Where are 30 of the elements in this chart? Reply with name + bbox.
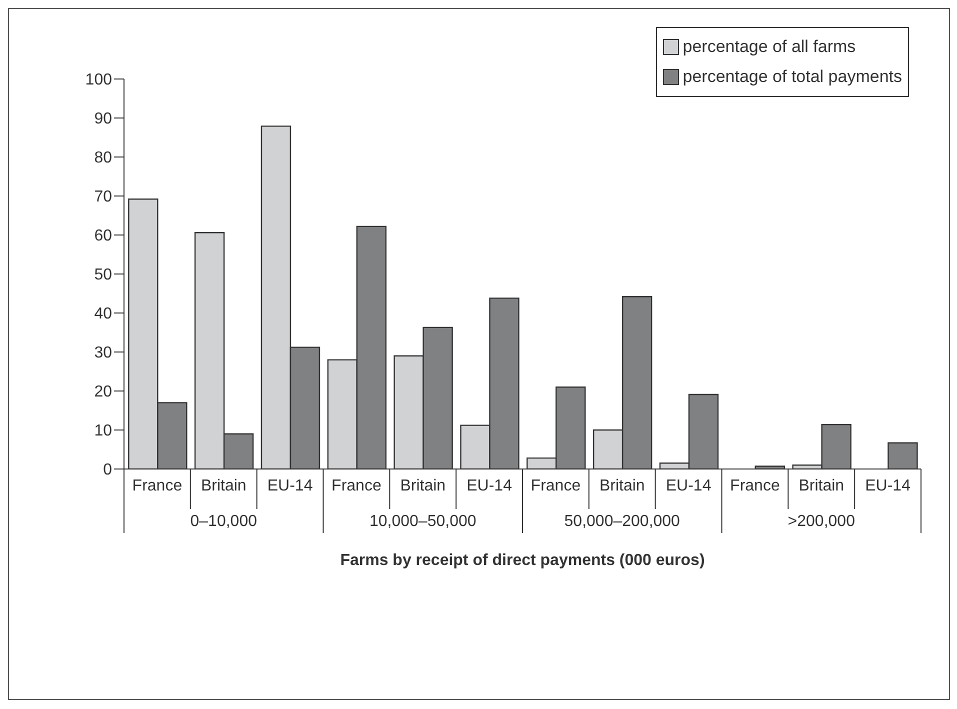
x-tick-label: France xyxy=(132,477,182,494)
x-tick-label: Britain xyxy=(200,477,246,494)
text: >200,000 xyxy=(788,513,856,530)
y-tick-label: 0 xyxy=(103,462,112,479)
y-tick-label: 50 xyxy=(94,266,112,284)
x-tick-label: EU-14 xyxy=(666,477,712,494)
y-tick-label: 70 xyxy=(94,188,112,206)
text: 50,000–200,000 xyxy=(564,513,680,530)
x-tick-label: EU-14 xyxy=(865,477,911,494)
x-tick-label: EU-14 xyxy=(267,477,313,494)
legend-label: percentage of all farms xyxy=(682,36,856,58)
x-tick-label: France xyxy=(530,477,581,494)
x-axis-title: Farms by receipt of direct payments (000 euros) xyxy=(340,552,705,569)
x-tick-label: EU-14 xyxy=(466,477,512,494)
x-tick-label: France xyxy=(730,477,780,494)
y-tick-label: 10 xyxy=(94,422,112,440)
y-tick-label: 40 xyxy=(94,306,112,323)
x-tick-label: France xyxy=(332,477,382,494)
y-tick-label: 20 xyxy=(94,384,112,401)
text: 0–10,000 xyxy=(190,513,258,530)
x-tick-label: Britain xyxy=(798,477,844,494)
y-tick-label: 60 xyxy=(94,228,112,245)
y-tick-label: 100 xyxy=(85,72,112,89)
y-tick-label: 90 xyxy=(94,110,112,128)
legend-label: percentage of total payments xyxy=(682,66,902,88)
y-tick-label: 30 xyxy=(94,344,112,362)
x-tick-label: Britain xyxy=(599,477,645,494)
text: 10,000–50,000 xyxy=(369,513,476,530)
y-tick-label: 80 xyxy=(94,150,112,167)
x-tick-label: Britain xyxy=(400,477,446,494)
